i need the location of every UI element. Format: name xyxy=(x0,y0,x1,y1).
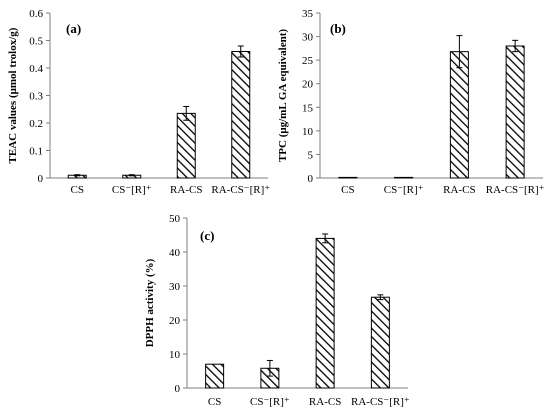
y-tick-label: 0.1 xyxy=(29,146,43,158)
x-category-label: RA-CS⁻[R]⁺ xyxy=(486,184,545,196)
y-tick-label: 0.4 xyxy=(29,63,43,75)
panel-label: (b) xyxy=(330,21,346,36)
y-axis-label: DPPH activity (%) xyxy=(144,258,156,347)
bar xyxy=(394,176,414,179)
x-category-label: RA-CS⁻[R]⁺ xyxy=(351,396,410,408)
chart-panel-b: 0 5 10 15 20 25 30 35 CS CS⁻[R]⁺ RA-CS RA-CS⁻[R]⁺ TP… xyxy=(277,8,545,196)
bar xyxy=(205,363,225,389)
x-category-label: RA-CS xyxy=(443,184,475,196)
bar xyxy=(370,296,390,389)
y-tick-label: 0.3 xyxy=(29,91,43,103)
x-category-label: CS⁻[R]⁺ xyxy=(112,184,152,196)
y-tick-label: 20 xyxy=(169,315,181,327)
x-category-label: CS⁻[R]⁺ xyxy=(384,184,424,196)
y-tick-label: 0 xyxy=(175,383,181,395)
panel-label: (a) xyxy=(66,21,81,36)
bar xyxy=(449,51,469,179)
chart-panel-c: 0 10 20 30 40 50 CS CS⁻[R]⁺ RA-CS RA-CS⁻[R]⁺ DPPH … xyxy=(144,213,410,408)
bar xyxy=(338,176,358,179)
y-tick-label: 0 xyxy=(308,173,314,185)
y-tick-label: 25 xyxy=(302,55,314,67)
y-tick-label: 30 xyxy=(302,32,314,44)
y-tick-label: 0.6 xyxy=(29,8,43,20)
y-tick-label: 30 xyxy=(169,281,181,293)
y-tick-label: 35 xyxy=(302,8,314,20)
bar xyxy=(315,237,335,389)
y-tick-label: 15 xyxy=(302,102,314,114)
bar xyxy=(231,51,251,179)
y-tick-label: 40 xyxy=(169,247,181,259)
x-category-label: CS xyxy=(71,184,84,196)
y-tick-label: 0.2 xyxy=(29,118,43,130)
y-tick-label: 10 xyxy=(302,126,314,138)
y-tick-label: 5 xyxy=(308,149,314,161)
chart-panel-a: 0 0.1 0.2 0.3 0.4 0.5 0.6 CS CS⁻[R]⁺ RA-CS RA-CS⁻[… xyxy=(7,8,270,196)
panel-label: (c) xyxy=(200,228,214,243)
x-category-label: CS xyxy=(341,184,354,196)
x-category-label: RA-CS xyxy=(170,184,202,196)
y-tick-label: 0.5 xyxy=(29,36,43,48)
y-tick-label: 10 xyxy=(169,349,181,361)
x-category-label: RA-CS xyxy=(309,396,341,408)
y-tick-label: 20 xyxy=(302,79,314,91)
x-category-label: CS xyxy=(208,396,221,408)
y-tick-label: 50 xyxy=(169,213,181,225)
y-axis-label: TPC (μg/mL GA equivalent) xyxy=(277,29,289,162)
y-tick-label: 0 xyxy=(38,173,44,185)
bar xyxy=(176,112,196,179)
x-category-label: RA-CS⁻[R]⁺ xyxy=(211,184,270,196)
x-category-label: CS⁻[R]⁺ xyxy=(250,396,290,408)
y-axis-label: TEAC values (μmol trolox/g) xyxy=(7,27,19,163)
bar xyxy=(505,45,525,179)
